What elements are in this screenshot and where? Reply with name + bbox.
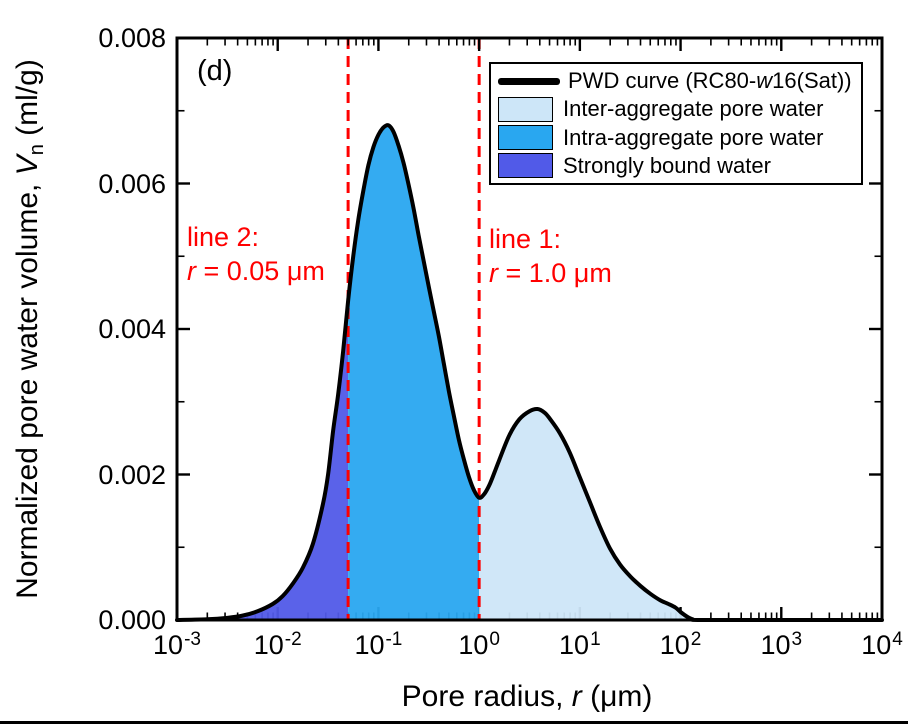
legend: PWD curve (RC80-w16(Sat)) Inter-aggregat… bbox=[489, 62, 863, 185]
legend-row-inter-aggregate: Inter-aggregate pore water bbox=[498, 96, 857, 123]
y-tick-label: 0.008 bbox=[98, 23, 166, 53]
x-axis-title: Pore radius, r (μm) bbox=[401, 680, 653, 713]
line1-title: line 1: bbox=[489, 224, 562, 254]
y-axis-title: Normalized pore water volume, Vn (ml/g) bbox=[11, 59, 48, 599]
pwd-curve-label: PWD curve (RC80-w16(Sat)) bbox=[568, 68, 852, 94]
line2-value: r = 0.05 μm bbox=[187, 256, 325, 286]
region-inter-aggregate-pore-water bbox=[479, 408, 882, 621]
x-tick-label: 10-3 bbox=[153, 629, 201, 660]
legend-row-strongly-bound: Strongly bound water bbox=[498, 152, 857, 179]
line2-title: line 2: bbox=[187, 222, 260, 252]
region-intra-aggregate-pore-water bbox=[347, 125, 480, 620]
axis-frame bbox=[175, 36, 884, 622]
legend-row-intra-aggregate: Intra-aggregate pore water bbox=[498, 124, 857, 151]
x-tick-label: 102 bbox=[659, 629, 702, 660]
inter-aggregate-swatch bbox=[498, 96, 553, 122]
pwd-curve bbox=[175, 123, 884, 623]
y-tick-label: 0.004 bbox=[98, 314, 166, 344]
y-tick-label: 0.000 bbox=[98, 605, 166, 635]
panel-label: (d) bbox=[197, 55, 233, 87]
region-strongly-bound-water bbox=[177, 300, 349, 620]
strongly-bound-label: Strongly bound water bbox=[563, 152, 771, 178]
line1-value: r = 1.0 μm bbox=[489, 258, 612, 288]
line2-annotation: line 2: r = 0.05 μm bbox=[187, 220, 325, 288]
figure-bottom-rule bbox=[0, 721, 908, 724]
intra-aggregate-label: Intra-aggregate pore water bbox=[563, 124, 824, 150]
strongly-bound-swatch bbox=[498, 153, 553, 179]
x-tick-label: 100 bbox=[458, 629, 500, 660]
x-tick-label: 101 bbox=[559, 629, 601, 660]
pwd-curve-line-swatch bbox=[498, 77, 560, 85]
x-tick-label: 104 bbox=[861, 629, 903, 660]
x-tick-label: 10-2 bbox=[253, 629, 302, 660]
y-tick-label: 0.002 bbox=[98, 459, 166, 490]
legend-row-pwd-curve: PWD curve (RC80-w16(Sat)) bbox=[498, 68, 857, 95]
plot-area bbox=[175, 36, 884, 623]
x-tick-label: 10-1 bbox=[354, 629, 403, 660]
inter-aggregate-label: Inter-aggregate pore water bbox=[563, 96, 824, 122]
line1-annotation: line 1: r = 1.0 μm bbox=[489, 222, 612, 290]
x-tick-label: 103 bbox=[760, 629, 803, 660]
y-tick-label: 0.006 bbox=[98, 168, 166, 199]
intra-aggregate-swatch bbox=[498, 125, 553, 151]
